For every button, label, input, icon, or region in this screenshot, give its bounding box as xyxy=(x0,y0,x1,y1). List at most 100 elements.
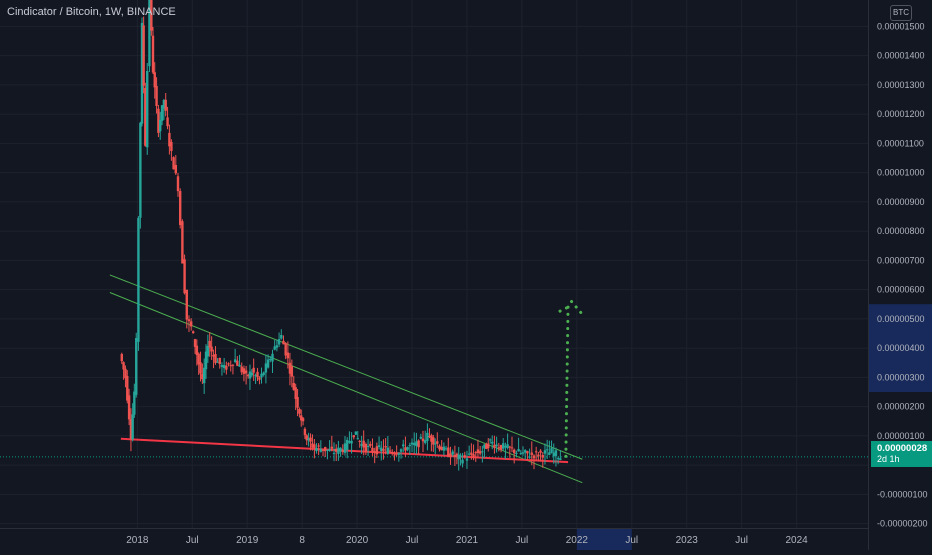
candle-body xyxy=(550,448,553,453)
y-tick-label: 0.00000100 xyxy=(877,431,925,441)
candle-body xyxy=(402,444,405,447)
candle-body xyxy=(530,452,533,455)
candle-body xyxy=(206,345,210,357)
candle-body xyxy=(319,449,323,452)
candle-body xyxy=(470,452,473,455)
candle-body xyxy=(248,371,252,379)
candle-body xyxy=(317,445,320,447)
bar-countdown: 2d 1h xyxy=(877,454,900,464)
candle-body xyxy=(307,438,310,441)
candle-body xyxy=(309,437,312,442)
candle-body xyxy=(487,443,490,449)
candle-body xyxy=(176,176,180,192)
candle-body xyxy=(375,446,379,455)
candle-body xyxy=(273,346,276,350)
candle-body xyxy=(208,340,211,348)
candle-body xyxy=(122,362,125,370)
candle-body xyxy=(499,445,503,450)
y-tick-label: -0.00000200 xyxy=(877,519,928,529)
candle-body xyxy=(386,447,390,454)
candle-body xyxy=(166,117,169,127)
candle-body xyxy=(311,443,314,448)
candle-body xyxy=(187,319,191,322)
x-tick-label: Jul xyxy=(625,535,638,546)
currency-badge[interactable]: BTC xyxy=(890,5,912,21)
candle-body xyxy=(362,440,365,448)
candle-body xyxy=(399,449,403,452)
candle-body xyxy=(341,450,345,453)
candle-body xyxy=(428,436,431,438)
candle-body xyxy=(294,387,297,399)
candle-body xyxy=(126,375,129,401)
x-tick-label: Jul xyxy=(516,535,529,546)
y-tick-label: 0.00000400 xyxy=(877,343,925,353)
candle-body xyxy=(254,375,257,377)
candle-body xyxy=(502,443,505,449)
candle-body xyxy=(303,428,307,436)
candle-body xyxy=(197,353,200,365)
candle-body xyxy=(326,449,329,451)
candle-body xyxy=(185,289,188,320)
candle-body xyxy=(534,451,538,453)
candle-body xyxy=(391,452,394,454)
candle-body xyxy=(227,363,230,365)
candle-body xyxy=(218,357,221,365)
candle-body xyxy=(286,352,290,359)
candle-body xyxy=(296,396,299,408)
chart-title: Cindicator / Bitcoin, 1W, BINANCE xyxy=(7,6,176,18)
candle-body xyxy=(510,447,514,449)
candle-body xyxy=(321,449,325,451)
y-tick-label: 0.00001300 xyxy=(877,80,925,90)
candle-body xyxy=(348,441,351,443)
channel-lower-line xyxy=(109,292,583,484)
candle-body xyxy=(189,321,193,327)
candle-body xyxy=(346,439,349,450)
candle-body xyxy=(124,368,127,379)
y-tick-label: 0.00000800 xyxy=(877,226,925,236)
candle-body xyxy=(436,441,439,444)
candle-body xyxy=(519,453,522,455)
candle-body xyxy=(231,364,235,366)
x-tick-label: Jul xyxy=(735,535,748,546)
candle-body xyxy=(350,440,353,444)
y-tick-label: 0.00001500 xyxy=(877,21,925,31)
candle-body xyxy=(476,449,480,454)
candle-body xyxy=(172,157,175,170)
candle-body xyxy=(332,452,336,454)
candle-body xyxy=(252,367,255,373)
candle-body xyxy=(275,345,279,348)
candle-body xyxy=(151,35,155,73)
candle-body xyxy=(343,443,347,453)
candle-body xyxy=(358,440,361,442)
candle-body xyxy=(271,353,274,362)
candle-body xyxy=(421,438,425,442)
candle-body xyxy=(220,364,224,367)
x-tick-label: 2022 xyxy=(566,535,589,546)
candle-body xyxy=(288,362,292,374)
candle-body xyxy=(301,418,305,422)
candle-body xyxy=(315,447,318,452)
candle-body xyxy=(246,374,250,377)
candle-body xyxy=(280,334,283,339)
y-tick-label: 0.00000300 xyxy=(877,372,925,382)
candle-body xyxy=(467,453,471,455)
candle-body xyxy=(495,444,498,447)
y-tick-label: 0.00001000 xyxy=(877,168,925,178)
candle-body xyxy=(298,408,301,414)
candle-body xyxy=(282,340,285,345)
candle-body xyxy=(142,25,145,86)
candle-body xyxy=(168,132,171,147)
candle-body xyxy=(459,455,462,457)
candle-body xyxy=(129,419,133,440)
candle-body xyxy=(364,444,368,452)
y-tick-label: 0.00000200 xyxy=(877,402,925,412)
candle-body xyxy=(366,445,370,447)
candle-body xyxy=(434,443,437,445)
candle-body xyxy=(485,444,488,449)
x-tick-label: 2018 xyxy=(126,535,149,546)
candle-body xyxy=(528,456,531,458)
x-tick-label: 2020 xyxy=(346,535,369,546)
candle-body xyxy=(337,447,340,454)
